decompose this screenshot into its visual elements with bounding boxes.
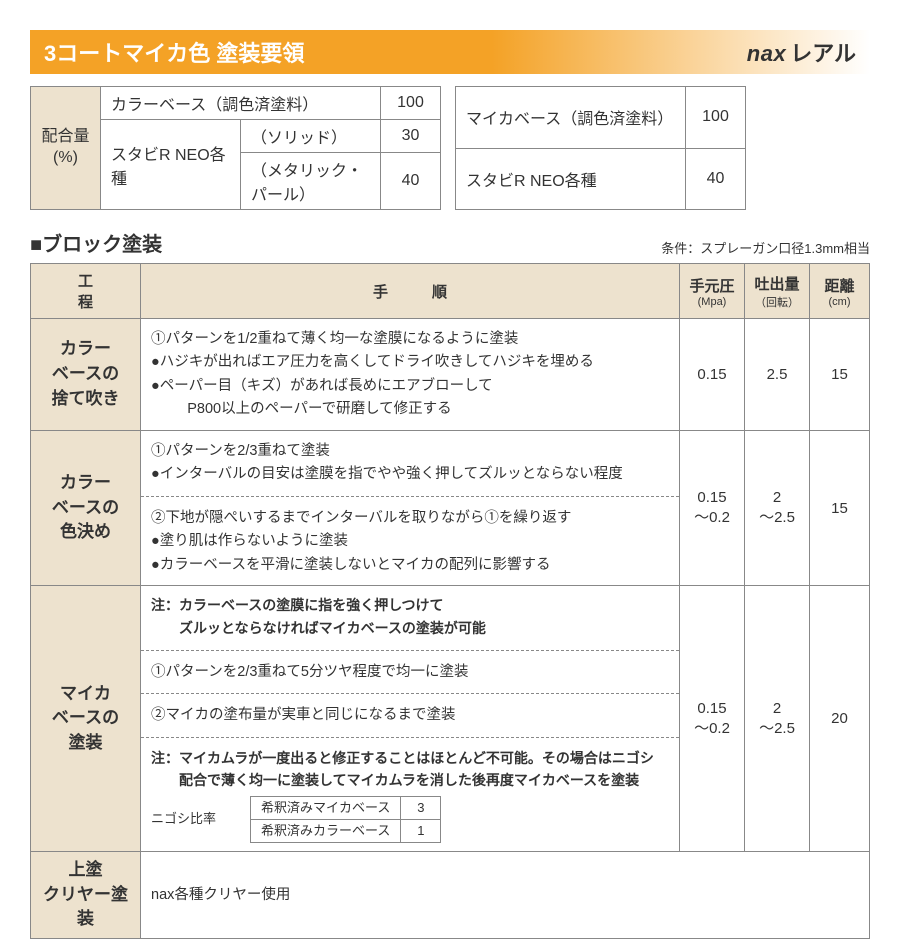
discharge-cell: 2.5 <box>745 319 810 431</box>
table-row: カラー ベースの 色決め ①パターンを2/3重ねて塗装 ●インターバルの目安は塗… <box>31 430 870 585</box>
th-pressure-label: 手元圧 <box>689 278 734 295</box>
th-distance-label: 距離 <box>824 278 854 295</box>
th-discharge-label: 吐出量 <box>754 276 799 293</box>
pressure-cell: 0.15 〜0.2 <box>680 430 745 585</box>
th-steps: 手順 <box>141 264 680 319</box>
section-title: ■ブロック塗装 <box>30 228 162 257</box>
mix-right-r1-label: マイカベース（調色済塗料） <box>456 87 686 149</box>
th-discharge-unit: （回転） <box>753 294 801 310</box>
mini-ratio-label: ニゴシ比率 <box>151 809 216 829</box>
discharge-cell: 2 〜2.5 <box>745 586 810 852</box>
dashed-separator <box>141 693 679 694</box>
dashed-separator <box>141 737 679 738</box>
section-head: ■ブロック塗装 条件：スプレーガン口径1.3mm相当 <box>30 228 870 257</box>
stage-cell: マイカ ベースの 塗装 <box>31 586 141 852</box>
dashed-separator <box>141 496 679 497</box>
mix-table-left: 配合量 (%) カラーベース（調色済塗料） 100 スタビR NEO各種 （ソリ… <box>30 86 441 210</box>
mix-left-r2a-sub: （ソリッド） <box>241 120 381 153</box>
steps-cell: nax各種クリヤー使用 <box>141 852 870 939</box>
procedure-table: 工程 手順 手元圧 (Mpa) 吐出量 （回転） 距離 (cm) カラー ベース… <box>30 263 870 939</box>
brand-name: レアル <box>790 36 856 68</box>
mix-label-1: 配合量 <box>41 128 89 145</box>
discharge-cell: 2 〜2.5 <box>745 430 810 585</box>
th-distance: 距離 (cm) <box>810 264 870 319</box>
condition-note: 条件：スプレーガン口径1.3mm相当 <box>661 238 870 257</box>
distance-cell: 15 <box>810 319 870 431</box>
mix-label-2: (%) <box>53 149 78 166</box>
steps-cell: ①パターンを1/2重ねて薄く均一な塗膜になるように塗装 ●ハジキが出ればエア圧力… <box>141 319 680 431</box>
mix-left-r2-label: スタビR NEO各種 <box>101 120 241 210</box>
mix-table-right: マイカベース（調色済塗料） 100 スタビR NEO各種 40 <box>455 86 746 210</box>
table-header-row: 工程 手順 手元圧 (Mpa) 吐出量 （回転） 距離 (cm) <box>31 264 870 319</box>
mix-left-r2a-val: 30 <box>381 120 441 153</box>
mix-row: 配合量 (%) カラーベース（調色済塗料） 100 スタビR NEO各種 （ソリ… <box>30 86 870 210</box>
table-row: カラー ベースの 捨て吹き ①パターンを1/2重ねて薄く均一な塗膜になるように塗… <box>31 319 870 431</box>
table-row: 上塗 クリヤー塗装 nax各種クリヤー使用 <box>31 852 870 939</box>
pressure-cell: 0.15 <box>680 319 745 431</box>
stage-cell: カラー ベースの 色決め <box>31 430 141 585</box>
page-title: 3コートマイカ色 塗装要領 <box>44 36 304 68</box>
mix-left-r2b-sub: （メタリック・パール） <box>241 153 381 210</box>
table-row: マイカ ベースの 塗装 注：カラーベースの塗膜に指を強く押しつけて ズルッとなら… <box>31 586 870 852</box>
th-pressure-unit: (Mpa) <box>688 296 736 308</box>
th-stage: 工程 <box>31 264 141 319</box>
brand-prefix: nax <box>747 41 786 67</box>
mini-ratio-wrap: ニゴシ比率 希釈済みマイカベース 3 希釈済みカラーベース 1 <box>151 796 669 843</box>
mix-left-r1-label: カラーベース（調色済塗料） <box>101 87 381 120</box>
mix-left-r1-val: 100 <box>381 87 441 120</box>
header-bar: 3コートマイカ色 塗装要領 nax レアル <box>30 30 870 74</box>
mini-ratio-table: 希釈済みマイカベース 3 希釈済みカラーベース 1 <box>250 796 441 843</box>
distance-cell: 20 <box>810 586 870 852</box>
mix-left-r2b-val: 40 <box>381 153 441 210</box>
distance-cell: 15 <box>810 430 870 585</box>
pressure-cell: 0.15 〜0.2 <box>680 586 745 852</box>
stage-cell: カラー ベースの 捨て吹き <box>31 319 141 431</box>
th-discharge: 吐出量 （回転） <box>745 264 810 319</box>
stage-cell: 上塗 クリヤー塗装 <box>31 852 141 939</box>
mix-right-r2-val: 40 <box>686 148 746 210</box>
steps-cell: ①パターンを2/3重ねて塗装 ●インターバルの目安は塗膜を指でやや強く押してズル… <box>141 430 680 585</box>
brand: nax レアル <box>747 36 856 68</box>
th-distance-unit: (cm) <box>818 296 861 308</box>
mix-right-r1-val: 100 <box>686 87 746 149</box>
steps-cell: 注：カラーベースの塗膜に指を強く押しつけて ズルッとならなければマイカベースの塗… <box>141 586 680 852</box>
mix-right-r2-label: スタビR NEO各種 <box>456 148 686 210</box>
th-pressure: 手元圧 (Mpa) <box>680 264 745 319</box>
dashed-separator <box>141 650 679 651</box>
